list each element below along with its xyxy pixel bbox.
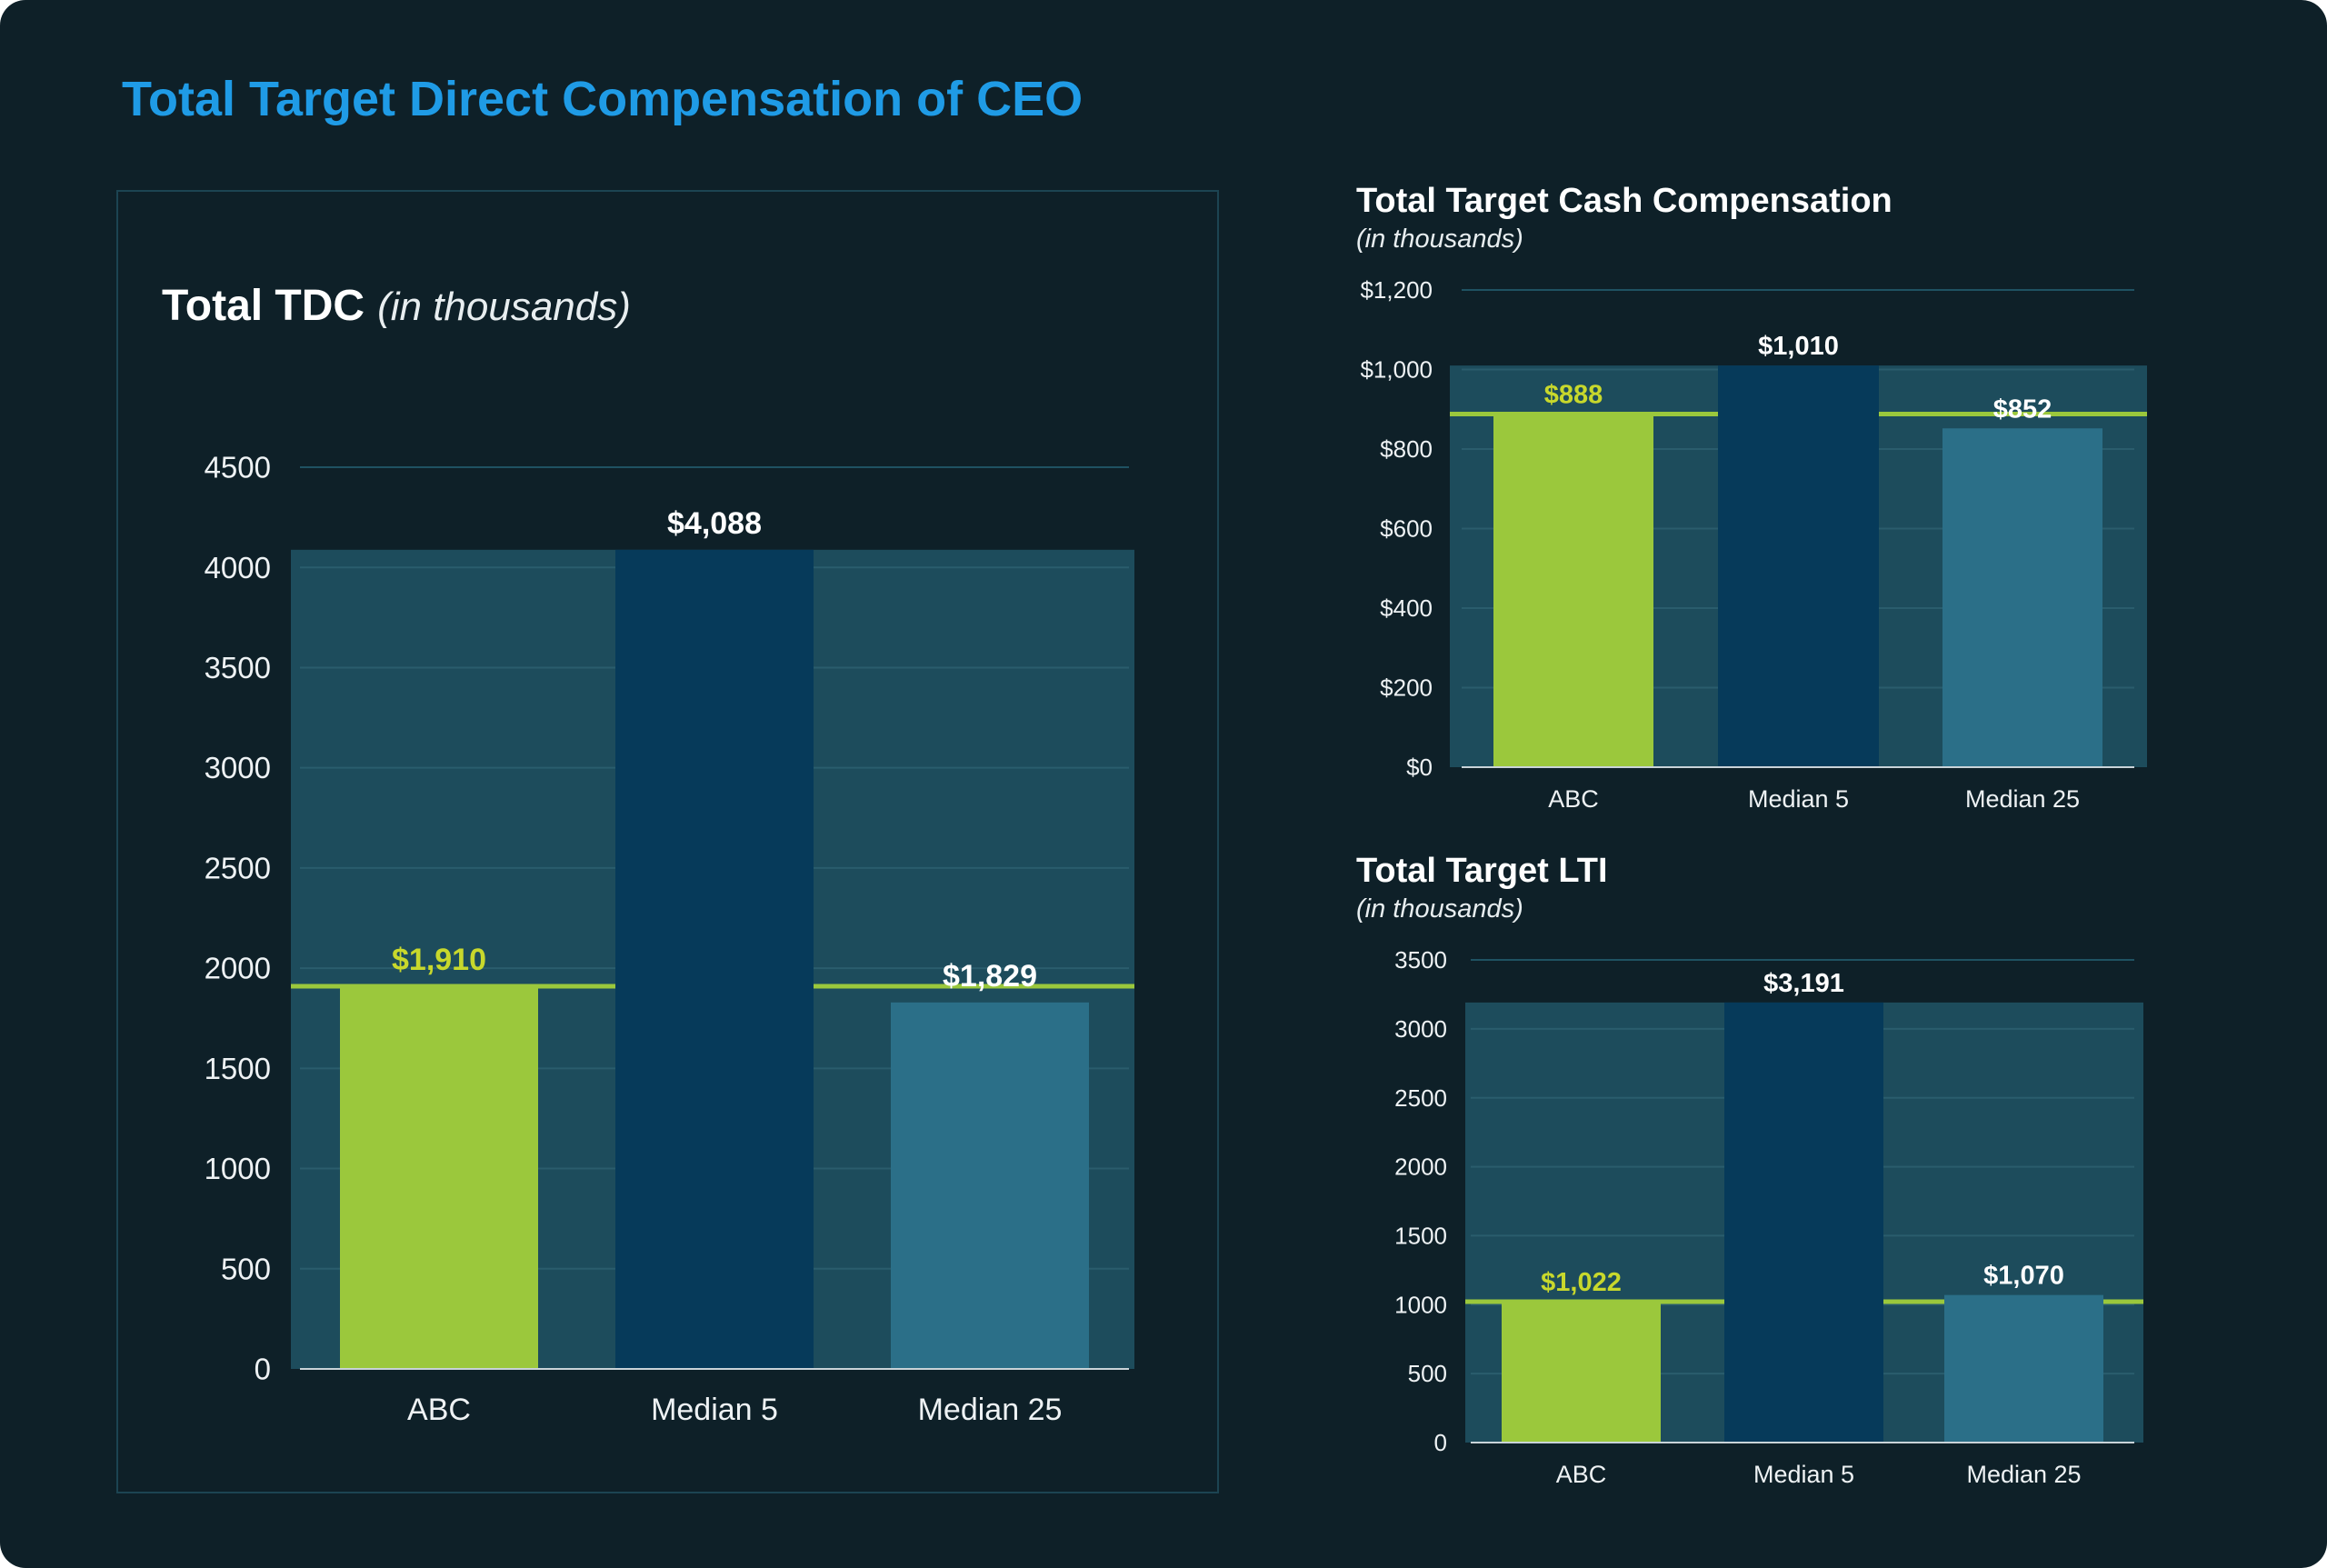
tdc-y-tick-label: 3000 — [205, 751, 271, 784]
cash-bar-abc — [1493, 414, 1653, 767]
lti-y-tick-label: 1500 — [1394, 1223, 1447, 1250]
cash-chart-subtitle: (in thousands) — [1356, 225, 1523, 254]
lti-chart-title-text: Total Target LTI — [1356, 852, 1608, 890]
lti-y-tick-label: 2000 — [1394, 1154, 1447, 1181]
tdc-value-label: $1,910 — [392, 943, 486, 977]
cash-y-tick-label: $600 — [1380, 515, 1433, 543]
tdc-bar-median-5 — [615, 549, 814, 1369]
lti-value-label: $1,022 — [1541, 1268, 1622, 1297]
tdc-chart-frame — [116, 190, 1219, 1493]
lti-y-tick-label: 1000 — [1394, 1291, 1447, 1318]
cash-bar-median-25 — [1942, 428, 2102, 767]
tdc-y-tick-label: 0 — [255, 1353, 271, 1386]
tdc-chart-title-text: Total TDC — [162, 282, 365, 330]
tdc-y-tick-label: 4500 — [205, 451, 271, 484]
tdc-value-label: $1,829 — [943, 959, 1037, 994]
cash-category-label: ABC — [1548, 785, 1599, 813]
tdc-category-label: Median 25 — [918, 1393, 1063, 1427]
cash-y-tick-label: $200 — [1380, 674, 1433, 702]
lti-category-label: ABC — [1556, 1461, 1607, 1488]
lti-y-tick-label: 3000 — [1394, 1015, 1447, 1043]
lti-y-tick-label: 0 — [1434, 1429, 1447, 1456]
lti-y-tick-label: 500 — [1408, 1360, 1447, 1387]
tdc-value-label: $4,088 — [667, 506, 762, 541]
tdc-y-tick-label: 4000 — [205, 551, 271, 584]
cash-y-tick-label: $400 — [1380, 594, 1433, 622]
cash-bar-median-5 — [1718, 365, 1879, 767]
tdc-y-tick-label: 500 — [221, 1252, 271, 1285]
lti-value-label: $1,070 — [1983, 1262, 2064, 1291]
cash-category-label: Median 5 — [1748, 785, 1849, 813]
lti-bar-median-25 — [1944, 1294, 2103, 1443]
page-title: Total Target Direct Compensation of CEO — [122, 72, 1084, 126]
cash-y-tick-label: $800 — [1380, 435, 1433, 463]
cash-value-label: $852 — [1993, 394, 2052, 424]
cash-chart-title: Total Target Cash Compensation — [1356, 182, 1893, 220]
lti-category-label: Median 5 — [1753, 1461, 1854, 1488]
tdc-y-tick-label: 2000 — [205, 952, 271, 985]
cash-category-label: Median 25 — [1965, 785, 2080, 813]
lti-chart-subtitle: (in thousands) — [1356, 894, 1523, 924]
lti-value-label: $3,191 — [1763, 969, 1844, 998]
lti-y-tick-label: 2500 — [1394, 1084, 1447, 1112]
cash-chart-title-text: Total Target Cash Compensation — [1356, 182, 1893, 220]
tdc-category-label: ABC — [407, 1393, 471, 1427]
cash-y-tick-label: $1,200 — [1360, 276, 1433, 304]
tdc-bar-median-25 — [891, 1002, 1089, 1369]
tdc-chart-title: Total TDC (in thousands) — [162, 282, 631, 330]
tdc-chart-subtitle: (in thousands) — [377, 285, 631, 329]
cash-y-tick-label: $0 — [1406, 754, 1433, 781]
lti-chart-title: Total Target LTI — [1356, 852, 1608, 890]
lti-category-label: Median 25 — [1966, 1461, 2081, 1488]
cash-y-tick-label: $1,000 — [1360, 356, 1433, 384]
cash-value-label: $1,010 — [1758, 332, 1839, 361]
tdc-category-label: Median 5 — [651, 1393, 778, 1427]
tdc-bar-abc — [340, 985, 538, 1369]
cash-value-label: $888 — [1544, 381, 1603, 410]
tdc-y-tick-label: 1500 — [205, 1052, 271, 1085]
lti-y-tick-label: 3500 — [1394, 946, 1447, 974]
tdc-y-tick-label: 2500 — [205, 851, 271, 884]
lti-bar-median-5 — [1724, 1002, 1883, 1443]
tdc-y-tick-label: 1000 — [205, 1152, 271, 1185]
lti-bar-abc — [1502, 1301, 1661, 1443]
tdc-y-tick-label: 3500 — [205, 651, 271, 684]
